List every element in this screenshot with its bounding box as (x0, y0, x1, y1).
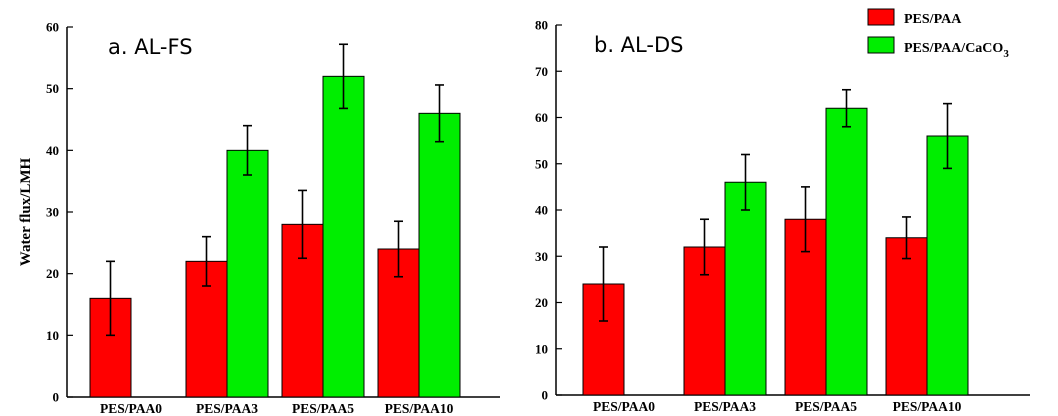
bar-pes-paa-caco3-pes-paa3 (226, 149, 269, 398)
y-axis-label: Water flux/LMH (18, 157, 34, 266)
y-tick-label: 30 (535, 249, 548, 264)
y-tick-label: 10 (535, 341, 548, 356)
y-tick-label: 30 (46, 205, 59, 220)
y-tick-label: 70 (535, 64, 548, 79)
y-tick-label: 10 (46, 328, 59, 343)
bar-pes-paa-pes-paa10 (885, 237, 928, 396)
y-tick-label: 0 (53, 390, 60, 405)
y-tick-label: 20 (535, 295, 548, 310)
panel-a-al-fs: 0 10 20 30 40 50 60 Water flux/LMH a. AL-FS PES/P… (18, 20, 500, 416)
legend: PES/PAA PES/PAA/CaCO3 (867, 8, 1009, 60)
bar-pes-paa-caco3-pes-paa3 (724, 181, 767, 396)
legend-swatch-pes-paa (867, 8, 895, 26)
legend-label-pes-paa: PES/PAA (904, 12, 962, 27)
y-tick-label: 20 (46, 266, 59, 281)
x-category-label: PES/PAA10 (893, 399, 962, 414)
panel-b-al-ds: 0 10 20 30 40 50 60 70 80 b. AL-DS PES/PAA0 PES/PAA… (535, 18, 1030, 414)
bar-pes-paa-caco3-pes-paa5 (825, 107, 868, 396)
y-tick-label: 40 (535, 203, 548, 218)
y-tick-label: 50 (535, 156, 548, 171)
panel-title: a. AL-FS (108, 35, 193, 59)
y-tick-label: 50 (46, 81, 59, 96)
x-category-label: PES/PAA3 (694, 399, 756, 414)
panel-title: b. AL-DS (594, 33, 683, 57)
y-tick-label: 40 (46, 143, 59, 158)
legend-label-subscript: 3 (1003, 48, 1009, 60)
legend-swatch-pes-paa-caco3 (867, 36, 895, 54)
y-tick-label: 60 (535, 110, 548, 125)
y-tick-label: 60 (46, 20, 59, 35)
x-category-label: PES/PAA10 (385, 401, 454, 416)
bar-pes-paa-caco3-pes-paa10 (926, 135, 969, 396)
y-tick-label: 80 (535, 18, 548, 33)
x-category-label: PES/PAA0 (100, 401, 162, 416)
x-category-label: PES/PAA5 (292, 401, 354, 416)
legend-label-main: PES/PAA/CaCO (904, 41, 1003, 56)
legend-label-pes-paa-caco3: PES/PAA/CaCO3 (904, 41, 1009, 60)
bar-pes-paa-caco3-pes-paa10 (418, 112, 461, 398)
bar-pes-paa-caco3-pes-paa5 (322, 75, 365, 398)
x-category-label: PES/PAA0 (593, 399, 655, 414)
y-tick-label: 0 (542, 388, 549, 403)
x-category-label: PES/PAA5 (795, 399, 857, 414)
x-category-label: PES/PAA3 (196, 401, 258, 416)
